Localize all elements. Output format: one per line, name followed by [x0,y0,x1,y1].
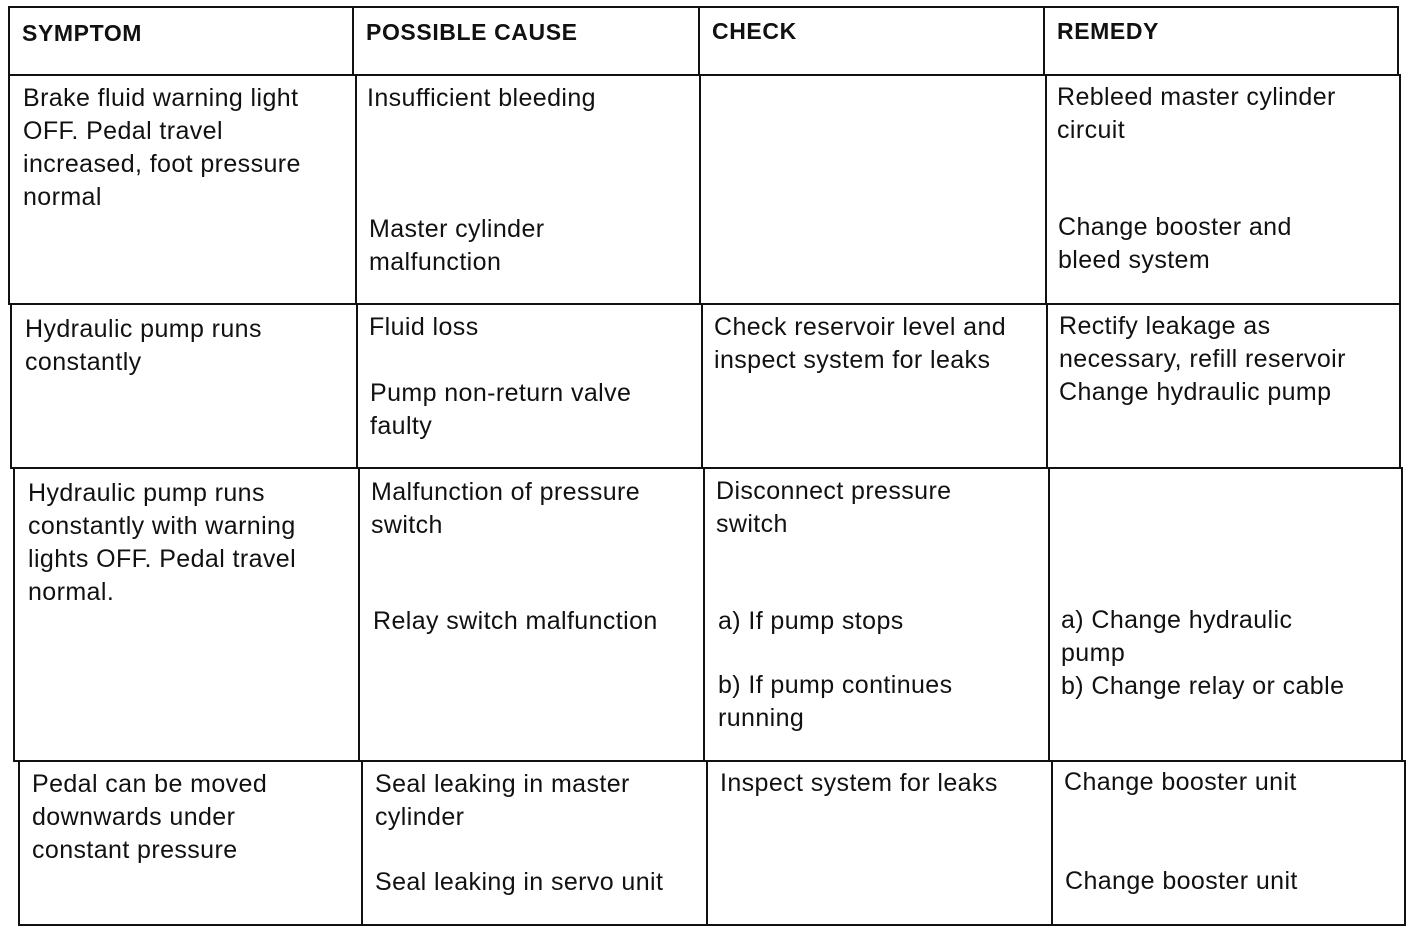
row-2-cause-2: Pump non-return valve faulty [370,379,632,440]
row-3-remedy-1: a) Change hydraulic pump b) Change relay… [1061,606,1345,700]
header-symptom: SYMPTOM [22,20,143,46]
row-2-cause-1: Fluid loss [369,313,479,341]
row-1-remedy-1: Rebleed master cylinder circuit [1057,83,1336,144]
row-4-check-1: Inspect system for leaks [720,769,998,797]
row-3-symptom: Hydraulic pump runs constantly with warn… [28,479,297,606]
row-1-cause-1: Insufficient bleeding [367,84,596,112]
row-4-remedy-1: Change booster unit [1064,768,1297,796]
header-remedy: REMEDY [1057,18,1160,44]
row-1-remedy-2: Change booster and bleed system [1058,213,1292,274]
row-4-cause-2: Seal leaking in servo unit [375,868,664,896]
header-check: CHECK [712,18,797,44]
row-1-cause-2: Master cylinder malfunction [369,215,545,276]
row-2-check-1: Check reservoir level and inspect system… [714,313,1007,374]
row-3-cause-2: Relay switch malfunction [373,607,658,635]
row-4-remedy-2: Change booster unit [1065,867,1298,895]
row-3-cause-1: Malfunction of pressure switch [371,478,641,539]
row-2-remedy-1: Rectify leakage as necessary, refill res… [1059,312,1346,406]
row-3-check-1: Disconnect pressure switch [716,477,952,538]
row-2-symptom: Hydraulic pump runs constantly [25,315,262,376]
row-3-check-2: a) If pump stops [718,607,904,635]
row-4-symptom: Pedal can be moved downwards under const… [32,770,268,864]
row-3-check-3: b) If pump continues running [718,671,953,732]
row-4-remedy-cell [1051,760,1406,926]
header-possible-cause: POSSIBLE CAUSE [366,19,578,45]
row-1-symptom: Brake fluid warning light OFF. Pedal tra… [23,84,301,211]
row-4-cause-1: Seal leaking in master cylinder [375,770,630,831]
row-1-check-cell [699,74,1047,305]
